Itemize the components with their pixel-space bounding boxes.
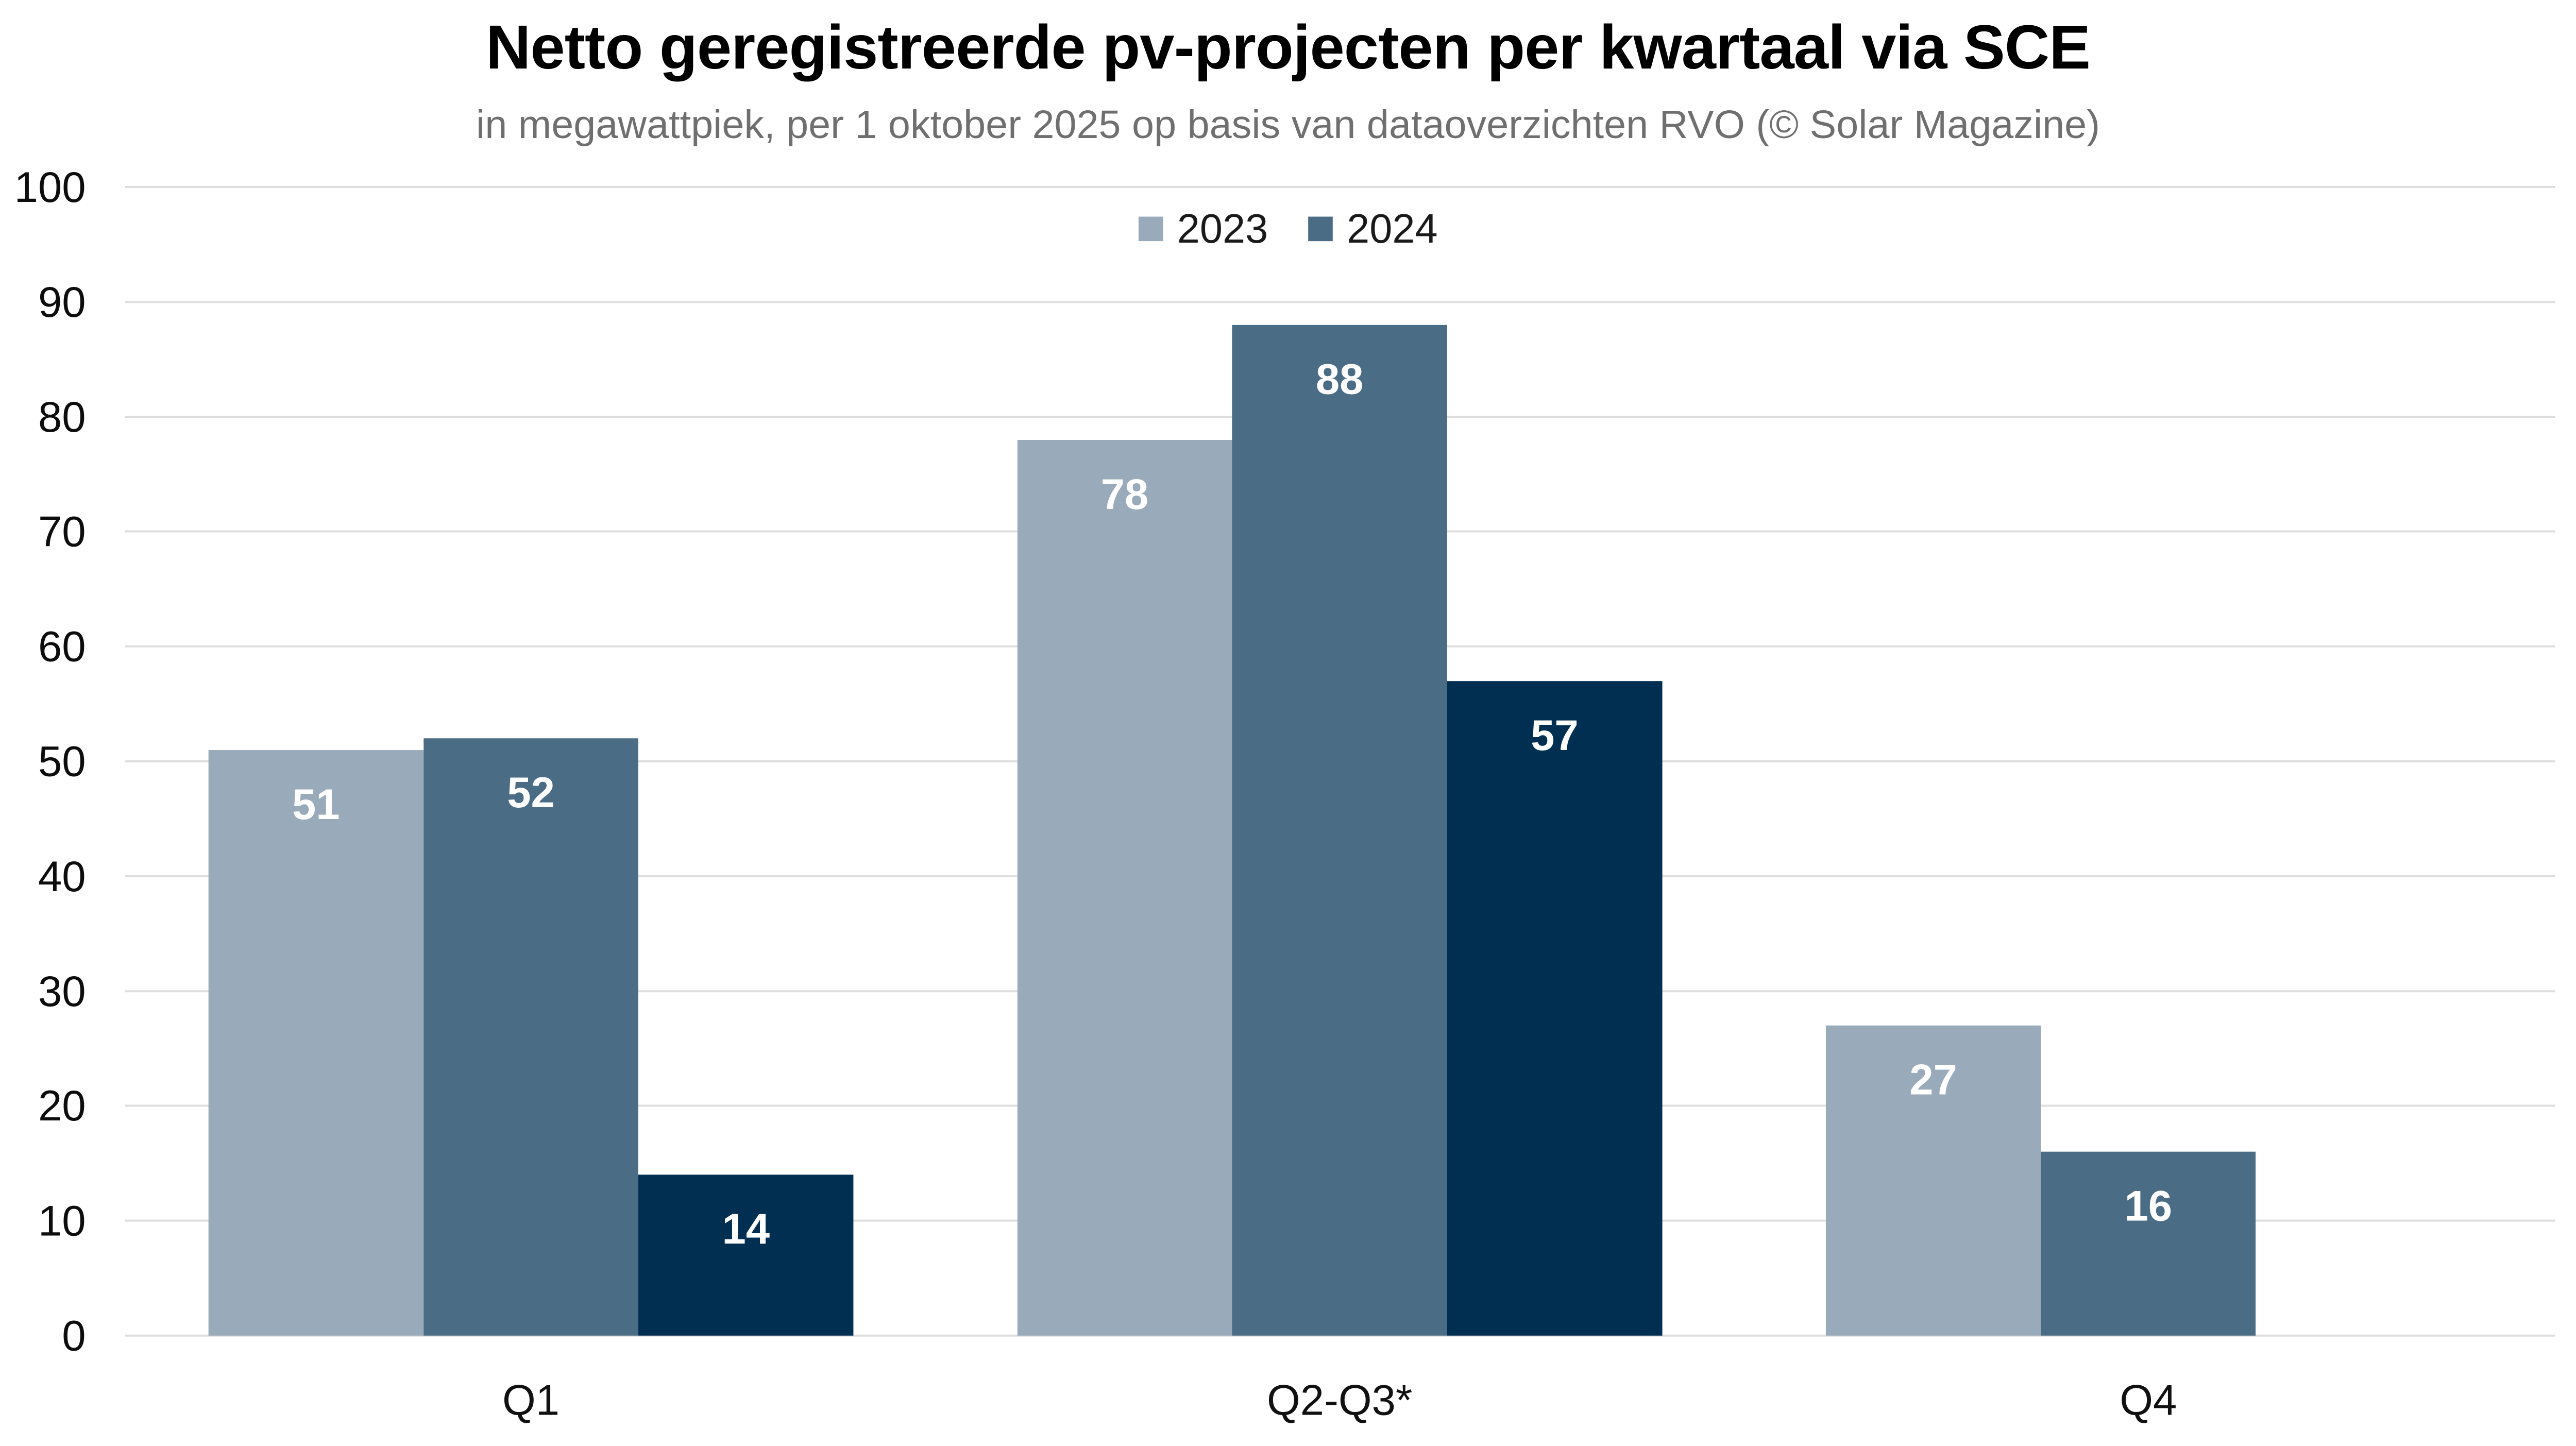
legend-item: 2024 bbox=[1308, 206, 1438, 252]
y-axis-tick-label: 80 bbox=[38, 393, 86, 441]
legend: 2023 2024 bbox=[0, 206, 2576, 252]
gridline bbox=[125, 186, 2555, 189]
bar-slot: 14 bbox=[638, 187, 854, 1336]
bar-slot: 78 bbox=[1017, 187, 1232, 1336]
bar: 57 bbox=[1447, 681, 1663, 1336]
bar-slot: 57 bbox=[1447, 187, 1663, 1336]
bar: 52 bbox=[423, 738, 639, 1336]
y-axis-tick-label: 90 bbox=[38, 278, 86, 326]
bar-slot: 27 bbox=[1825, 187, 2041, 1336]
bar-groups: 51 52 14 78 88 57 27 16 bbox=[208, 187, 2471, 1336]
bar-slot: 51 bbox=[208, 187, 423, 1336]
bar: 51 bbox=[208, 750, 423, 1336]
x-axis-labels: Q1 Q2-Q3* Q4 bbox=[209, 1375, 2471, 1425]
y-axis-tick-label: 10 bbox=[38, 1197, 86, 1245]
bar-group: 51 52 14 bbox=[208, 187, 854, 1336]
bar-group: 27 16 bbox=[1825, 187, 2471, 1336]
bar-value-label: 57 bbox=[1531, 711, 1579, 759]
bar: 27 bbox=[1825, 1025, 2041, 1336]
y-axis-tick-label: 50 bbox=[38, 737, 86, 786]
bar-group: 78 88 57 bbox=[1017, 187, 1663, 1336]
gridline bbox=[125, 1334, 2555, 1337]
bar-slot: 52 bbox=[423, 187, 639, 1336]
bar-value-label: 27 bbox=[1909, 1056, 1957, 1104]
x-axis-category-label: Q1 bbox=[502, 1376, 560, 1424]
bar-value-label: 88 bbox=[1315, 355, 1364, 403]
y-axis-tick-label: 0 bbox=[62, 1312, 86, 1360]
y-axis-tick-label: 20 bbox=[38, 1082, 86, 1130]
chart-title: Netto geregistreerde pv-projecten per kw… bbox=[486, 12, 2091, 82]
legend-label: 2024 bbox=[1347, 206, 1438, 251]
bar-value-label: 52 bbox=[507, 768, 555, 817]
legend-item: 2023 bbox=[1138, 206, 1268, 252]
bar: 78 bbox=[1017, 439, 1232, 1336]
bar-value-label: 14 bbox=[722, 1205, 770, 1253]
x-axis-category-label: Q4 bbox=[2120, 1376, 2177, 1424]
legend-swatch-icon bbox=[1138, 216, 1163, 242]
bar-value-label: 16 bbox=[2124, 1182, 2173, 1230]
y-axis-tick-label: 40 bbox=[38, 852, 86, 900]
y-axis-tick-label: 30 bbox=[38, 967, 86, 1015]
y-axis-tick-label: 100 bbox=[14, 163, 86, 211]
bar-slot: 16 bbox=[2041, 187, 2256, 1336]
plot-area: 0 10 20 30 40 50 60 70 80 90 100 51 52 14 78 88 57 27 16 bbox=[0, 165, 2576, 1357]
bar-slot bbox=[2256, 187, 2470, 1336]
chart-subtitle: in megawattpiek, per 1 oktober 2025 op b… bbox=[476, 101, 2100, 147]
bar: 16 bbox=[2041, 1151, 2256, 1336]
gridline bbox=[125, 301, 2555, 303]
bar: 14 bbox=[638, 1175, 854, 1336]
bar-slot: 88 bbox=[1232, 187, 1447, 1336]
y-axis-tick-label: 60 bbox=[38, 622, 86, 671]
bar-value-label: 51 bbox=[292, 780, 340, 828]
bar-value-label: 78 bbox=[1100, 470, 1149, 518]
y-axis-tick-label: 70 bbox=[38, 507, 86, 556]
bar: 88 bbox=[1232, 325, 1447, 1336]
legend-label: 2023 bbox=[1177, 206, 1268, 251]
legend-swatch-icon bbox=[1308, 216, 1333, 242]
x-axis-category-label: Q2-Q3* bbox=[1266, 1376, 1413, 1424]
